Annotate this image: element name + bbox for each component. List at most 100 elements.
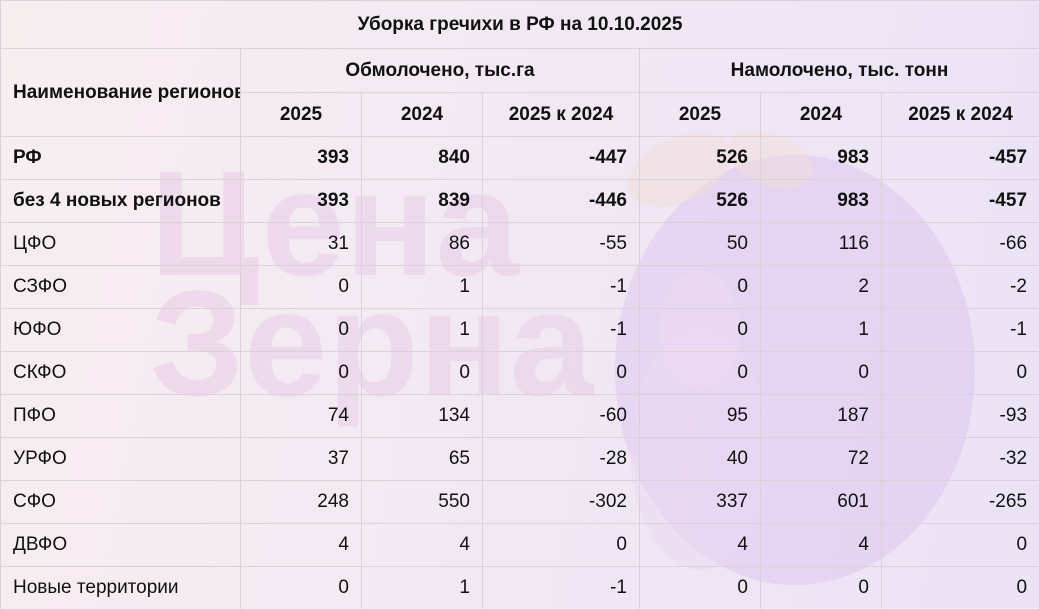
value-cell: 4 xyxy=(640,524,761,567)
value-cell: 0 xyxy=(640,266,761,309)
value-cell: 116 xyxy=(761,223,882,266)
value-cell: 526 xyxy=(640,180,761,223)
value-cell: -28 xyxy=(483,438,640,481)
value-cell: -1 xyxy=(483,567,640,610)
value-cell: 393 xyxy=(241,137,362,180)
value-cell: 0 xyxy=(483,352,640,395)
header-threshed-2025: 2025 xyxy=(241,93,362,137)
value-cell: 0 xyxy=(241,309,362,352)
value-cell: -1 xyxy=(882,309,1039,352)
value-cell: 40 xyxy=(640,438,761,481)
value-cell: 0 xyxy=(241,266,362,309)
table-title: Уборка гречихи в РФ на 10.10.2025 xyxy=(1,1,1039,49)
region-name-cell: ДВФО xyxy=(1,524,241,567)
value-cell: 1 xyxy=(362,567,483,610)
value-cell: -32 xyxy=(882,438,1039,481)
value-cell: 86 xyxy=(362,223,483,266)
value-cell: 95 xyxy=(640,395,761,438)
region-name-cell: ПФО xyxy=(1,395,241,438)
value-cell: -265 xyxy=(882,481,1039,524)
value-cell: 4 xyxy=(362,524,483,567)
value-cell: 0 xyxy=(241,567,362,610)
value-cell: 0 xyxy=(483,524,640,567)
header-threshed-2024: 2024 xyxy=(362,93,483,137)
value-cell: 50 xyxy=(640,223,761,266)
value-cell: -446 xyxy=(483,180,640,223)
value-cell: 0 xyxy=(882,567,1039,610)
value-cell: 31 xyxy=(241,223,362,266)
value-cell: 526 xyxy=(640,137,761,180)
value-cell: 1 xyxy=(761,309,882,352)
value-cell: 65 xyxy=(362,438,483,481)
value-cell: 0 xyxy=(362,352,483,395)
value-cell: -66 xyxy=(882,223,1039,266)
region-name-cell: СФО xyxy=(1,481,241,524)
header-group-yield: Намолочено, тыс. тонн xyxy=(640,49,1039,93)
value-cell: -302 xyxy=(483,481,640,524)
value-cell: 0 xyxy=(640,309,761,352)
value-cell: -55 xyxy=(483,223,640,266)
value-cell: 1 xyxy=(362,266,483,309)
region-name-cell: РФ xyxy=(1,137,241,180)
value-cell: -2 xyxy=(882,266,1039,309)
header-group-threshed: Обмолочено, тыс.га xyxy=(241,49,640,93)
value-cell: 0 xyxy=(761,567,882,610)
value-cell: 550 xyxy=(362,481,483,524)
region-name-cell: СЗФО xyxy=(1,266,241,309)
value-cell: 840 xyxy=(362,137,483,180)
region-name-cell: без 4 новых регионов xyxy=(1,180,241,223)
value-cell: 0 xyxy=(640,352,761,395)
value-cell: 0 xyxy=(882,352,1039,395)
value-cell: 4 xyxy=(761,524,882,567)
value-cell: 0 xyxy=(761,352,882,395)
value-cell: -457 xyxy=(882,180,1039,223)
value-cell: 248 xyxy=(241,481,362,524)
region-name-cell: ЦФО xyxy=(1,223,241,266)
region-name-cell: СКФО xyxy=(1,352,241,395)
value-cell: 4 xyxy=(241,524,362,567)
value-cell: 983 xyxy=(761,180,882,223)
value-cell: 2 xyxy=(761,266,882,309)
region-name-cell: УРФО xyxy=(1,438,241,481)
value-cell: -60 xyxy=(483,395,640,438)
value-cell: 0 xyxy=(640,567,761,610)
value-cell: 601 xyxy=(761,481,882,524)
value-cell: 134 xyxy=(362,395,483,438)
value-cell: -93 xyxy=(882,395,1039,438)
header-threshed-diff: 2025 к 2024 xyxy=(483,93,640,137)
value-cell: 0 xyxy=(241,352,362,395)
value-cell: -447 xyxy=(483,137,640,180)
value-cell: -1 xyxy=(483,309,640,352)
region-name-cell: Новые территории xyxy=(1,567,241,610)
value-cell: 983 xyxy=(761,137,882,180)
value-cell: 393 xyxy=(241,180,362,223)
header-yield-diff: 2025 к 2024 xyxy=(882,93,1039,137)
value-cell: 337 xyxy=(640,481,761,524)
value-cell: -457 xyxy=(882,137,1039,180)
header-region-name: Наименование регионов xyxy=(1,49,241,137)
value-cell: 1 xyxy=(362,309,483,352)
value-cell: -1 xyxy=(483,266,640,309)
value-cell: 187 xyxy=(761,395,882,438)
header-yield-2024: 2024 xyxy=(761,93,882,137)
value-cell: 37 xyxy=(241,438,362,481)
value-cell: 74 xyxy=(241,395,362,438)
value-cell: 72 xyxy=(761,438,882,481)
header-yield-2025: 2025 xyxy=(640,93,761,137)
value-cell: 839 xyxy=(362,180,483,223)
value-cell: 0 xyxy=(882,524,1039,567)
